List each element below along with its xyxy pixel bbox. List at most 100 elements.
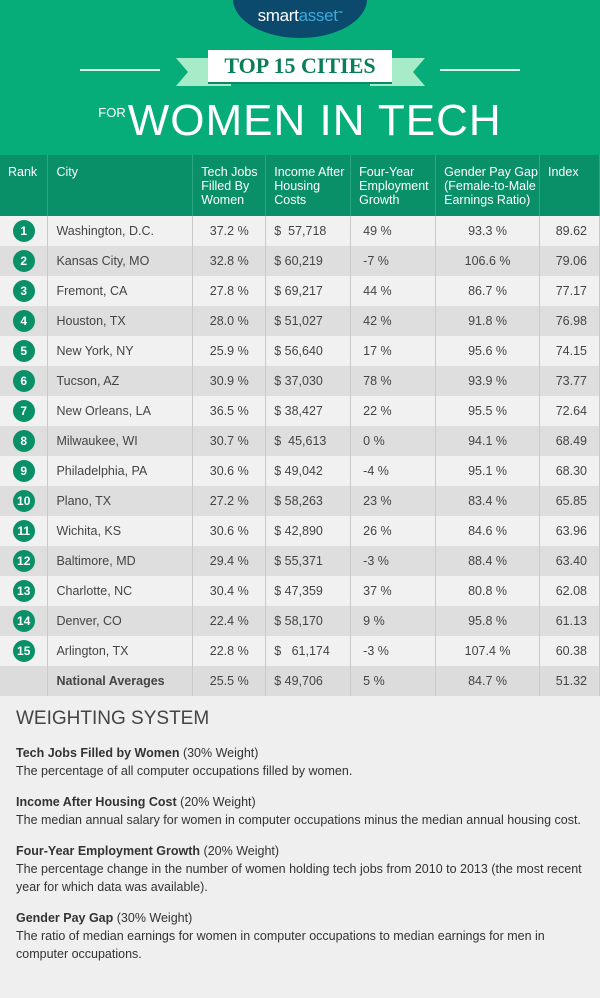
index-cell: 72.64	[539, 396, 600, 426]
index-cell: 68.30	[539, 456, 600, 486]
table-row: 9 Philadelphia, PA 30.6 % $ 49,042 -4 % 95.1 …	[0, 456, 600, 486]
income-cell: $ 49,042	[265, 456, 352, 486]
city-cell: Philadelphia, PA	[47, 456, 194, 486]
index-cell: 74.15	[539, 336, 600, 366]
rank-cell: 1	[0, 216, 49, 246]
tech-jobs-cell: 28.0 %	[192, 306, 267, 336]
income-cell: $ 69,217	[265, 276, 352, 306]
growth-cell: 49 %	[350, 216, 437, 246]
index-cell: 61.13	[539, 606, 600, 636]
city-cell: Milwaukee, WI	[47, 426, 194, 456]
weighting-item-weight: (20% Weight)	[180, 795, 256, 809]
weighting-item-heading: Gender Pay Gap (30% Weight)	[16, 909, 584, 927]
title-main: WOMEN IN TECH	[127, 96, 502, 145]
table-row: 2 Kansas City, MO 32.8 % $ 60,219 -7 % 106.6 …	[0, 246, 600, 276]
index-cell: 63.40	[539, 546, 600, 576]
growth-cell: -3 %	[350, 636, 437, 666]
logo-text: smart	[257, 6, 299, 25]
growth-cell: 9 %	[350, 606, 437, 636]
table-row: 14 Denver, CO 22.4 % $ 58,170 9 % 95.8 % 61.13	[0, 606, 600, 636]
tech-jobs-cell: 30.9 %	[192, 366, 267, 396]
pay-gap-cell: 84.7 %	[435, 666, 540, 696]
income-cell: $ 61,174	[265, 636, 352, 666]
growth-cell: 26 %	[350, 516, 437, 546]
pay-gap-cell: 95.8 %	[435, 606, 540, 636]
index-cell: 77.17	[539, 276, 600, 306]
column-header: City	[47, 155, 194, 216]
income-cell: $ 37,030	[265, 366, 352, 396]
weighting-item: Tech Jobs Filled by Women (30% Weight) Th…	[16, 744, 584, 780]
pay-gap-cell: 84.6 %	[435, 516, 540, 546]
rank-cell: 4	[0, 306, 49, 336]
tech-jobs-cell: 27.8 %	[192, 276, 267, 306]
weighting-item-desc: The percentage of all computer occupatio…	[16, 764, 353, 778]
tech-jobs-cell: 30.4 %	[192, 576, 267, 606]
pay-gap-cell: 106.6 %	[435, 246, 540, 276]
title-ribbon: TOP 15 CITIES	[208, 50, 392, 82]
rank-badge: 6	[12, 370, 35, 392]
weighting-item-weight: (30% Weight)	[116, 911, 193, 925]
column-header: Tech Jobs Filled By Women	[192, 155, 267, 216]
column-header: Income After Housing Costs	[265, 155, 352, 216]
divider-left	[80, 69, 160, 71]
pay-gap-cell: 93.3 %	[435, 216, 540, 246]
income-cell: $ 55,371	[265, 546, 352, 576]
growth-cell: 22 %	[350, 396, 437, 426]
city-cell: Fremont, CA	[47, 276, 194, 306]
rank-badge: 7	[12, 400, 35, 422]
tech-jobs-cell: 27.2 %	[192, 486, 267, 516]
pay-gap-cell: 107.4 %	[435, 636, 540, 666]
table-row: 12 Baltimore, MD 29.4 % $ 55,371 -3 % 88.4 % 6…	[0, 546, 600, 576]
rank-cell: 7	[0, 396, 49, 426]
rank-badge: 4	[12, 310, 35, 332]
rank-badge: 11	[12, 520, 35, 542]
income-cell: $ 58,170	[265, 606, 352, 636]
index-cell: 60.38	[539, 636, 600, 666]
tech-jobs-cell: 22.4 %	[192, 606, 267, 636]
city-cell: National Averages	[47, 666, 194, 696]
weighting-item-desc: The percentage change in the number of w…	[16, 862, 582, 894]
city-cell: Charlotte, NC	[47, 576, 194, 606]
weighting-item-weight: (20% Weight)	[203, 844, 280, 858]
index-cell: 89.62	[539, 216, 600, 246]
tech-jobs-cell: 25.5 %	[192, 666, 267, 696]
weighting-item-name: Income After Housing Cost	[16, 795, 177, 809]
growth-cell: 78 %	[350, 366, 437, 396]
title-prefix: FOR	[98, 105, 126, 120]
rank-badge: 5	[12, 340, 35, 362]
tech-jobs-cell: 37.2 %	[192, 216, 267, 246]
weighting-title: WEIGHTING SYSTEM	[16, 708, 210, 729]
rank-badge: 10	[12, 490, 35, 512]
pay-gap-cell: 80.8 %	[435, 576, 540, 606]
table-row: 10 Plano, TX 27.2 % $ 58,263 23 % 83.4 % 65.85	[0, 486, 600, 516]
tech-jobs-cell: 29.4 %	[192, 546, 267, 576]
income-cell: $ 57,718	[265, 216, 352, 246]
income-cell: $ 38,427	[265, 396, 352, 426]
tech-jobs-cell: 36.5 %	[192, 396, 267, 426]
rankings-table: Rank City Tech Jobs Filled By Women Income …	[0, 155, 600, 696]
table-row: 3 Fremont, CA 27.8 % $ 69,217 44 % 86.7 % 77.1…	[0, 276, 600, 306]
rank-badge: 9	[12, 460, 35, 482]
pay-gap-cell: 88.4 %	[435, 546, 540, 576]
weighting-item: Gender Pay Gap (30% Weight) The ratio of …	[16, 909, 584, 963]
logo-text-accent: asset	[298, 6, 338, 25]
rank-badge: 13	[12, 580, 35, 602]
index-cell: 63.96	[539, 516, 600, 546]
income-cell: $ 51,027	[265, 306, 352, 336]
weighting-item-desc: The median annual salary for women in co…	[16, 813, 581, 827]
city-cell: Denver, CO	[47, 606, 194, 636]
tech-jobs-cell: 32.8 %	[192, 246, 267, 276]
pay-gap-cell: 95.1 %	[435, 456, 540, 486]
income-cell: $ 45,613	[265, 426, 352, 456]
pay-gap-cell: 95.5 %	[435, 396, 540, 426]
rank-cell: 10	[0, 486, 49, 516]
rank-badge: 2	[12, 250, 35, 272]
rank-cell: 3	[0, 276, 49, 306]
weighting-item: Income After Housing Cost (20% Weight) Th…	[16, 793, 584, 829]
city-cell: Houston, TX	[47, 306, 194, 336]
income-cell: $ 49,706	[265, 666, 352, 696]
index-cell: 76.98	[539, 306, 600, 336]
table-row: 13 Charlotte, NC 30.4 % $ 47,359 37 % 80.8 % 6…	[0, 576, 600, 606]
pay-gap-cell: 95.6 %	[435, 336, 540, 366]
rank-cell: 12	[0, 546, 49, 576]
